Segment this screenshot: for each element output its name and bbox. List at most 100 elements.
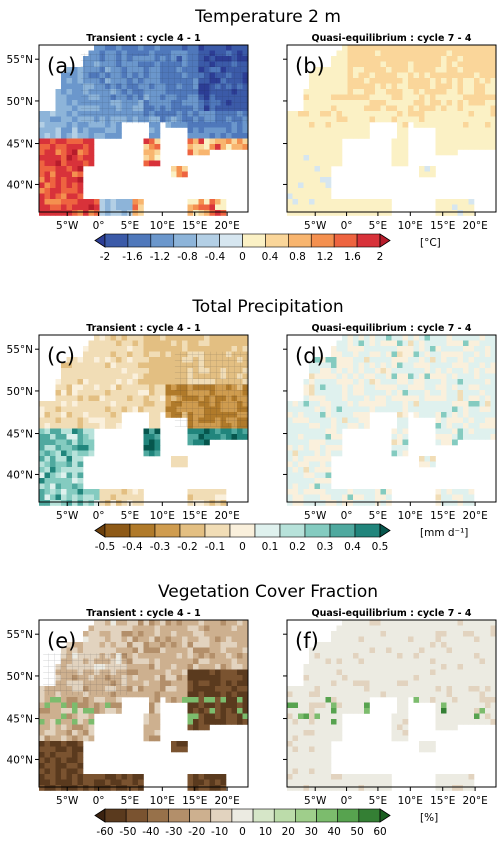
heatmap-cell [215, 675, 221, 681]
heatmap-cell [353, 697, 359, 703]
heatmap-cell [402, 357, 409, 363]
heatmap-cell [369, 384, 376, 391]
heatmap-cell [88, 351, 95, 358]
heatmap-cell [198, 133, 205, 139]
heatmap-cell [220, 631, 227, 637]
heatmap-cell [413, 406, 420, 413]
heatmap-cell [325, 428, 332, 435]
heatmap-cell [358, 647, 365, 654]
heatmap-cell [94, 199, 100, 205]
heatmap-cell [171, 675, 177, 681]
heatmap-cell [193, 664, 199, 670]
heatmap-cell [237, 697, 243, 703]
heatmap-cell [325, 67, 332, 73]
heatmap-cell [143, 351, 150, 358]
heatmap-cell [364, 116, 370, 123]
heatmap-cell [485, 412, 491, 418]
heatmap-cell [336, 210, 343, 216]
heatmap-cell [116, 127, 122, 134]
heatmap-cell [72, 177, 78, 183]
heatmap-cell [61, 434, 67, 440]
heatmap-cell [347, 785, 354, 791]
heatmap-cell [325, 105, 332, 112]
heatmap-cell [55, 193, 62, 200]
heatmap-cell [391, 340, 398, 347]
heatmap-cell [446, 56, 453, 62]
heatmap-cell [490, 105, 497, 112]
heatmap-cell [143, 724, 150, 731]
heatmap-cell [83, 384, 89, 391]
heatmap-cell [402, 423, 409, 429]
heatmap-cell [187, 340, 194, 347]
heatmap-cell [215, 702, 221, 709]
heatmap-cell [446, 428, 453, 435]
heatmap-cell [408, 395, 414, 402]
heatmap-cell [474, 127, 480, 134]
heatmap-cell [72, 171, 78, 178]
heatmap-cell [143, 631, 150, 637]
heatmap-cell [110, 423, 117, 429]
lon-tick-label: 15°E [430, 795, 455, 807]
heatmap-cell [386, 50, 392, 57]
heatmap-cell [154, 647, 161, 654]
heatmap-cell [342, 395, 348, 402]
heatmap-cell [231, 642, 238, 648]
heatmap-cell [226, 653, 232, 659]
heatmap-cell [99, 373, 106, 380]
heatmap-cell [424, 456, 431, 462]
heatmap-cell [479, 116, 486, 123]
heatmap-cell [138, 774, 144, 780]
heatmap-cell [50, 122, 56, 128]
heatmap-cell [83, 155, 89, 161]
heatmap-cell [209, 719, 216, 725]
heatmap-cell [402, 450, 409, 457]
heatmap-cell [369, 100, 376, 106]
heatmap-cell [99, 384, 106, 391]
heatmap-cell [44, 122, 51, 128]
heatmap-cell [83, 210, 89, 216]
heatmap-cell [292, 735, 299, 742]
heatmap-cell [369, 56, 376, 62]
heatmap-cell [336, 357, 343, 363]
heatmap-cell [165, 669, 172, 676]
heatmap-cell [77, 467, 84, 473]
heatmap-cell [309, 428, 315, 435]
heatmap-cell [72, 763, 78, 769]
heatmap-cell [160, 686, 166, 692]
heatmap-cell [309, 669, 315, 676]
heatmap-cell [154, 680, 161, 687]
heatmap-cell [441, 647, 447, 654]
heatmap-cell [143, 138, 150, 145]
heatmap-cell [143, 45, 150, 51]
heatmap-cell [358, 50, 365, 57]
heatmap-cell [77, 735, 84, 742]
heatmap-cell [446, 373, 453, 380]
heatmap-cell [226, 45, 232, 51]
heatmap-cell [386, 779, 392, 786]
heatmap-cell [143, 340, 150, 347]
heatmap-cell [386, 401, 392, 407]
heatmap-cell [209, 489, 216, 495]
heatmap-cell [138, 45, 144, 51]
heatmap-cell [446, 67, 453, 73]
heatmap-cell [88, 406, 95, 413]
heatmap-cell [391, 647, 398, 654]
heatmap-cell [364, 395, 370, 402]
heatmap-cell [193, 691, 199, 698]
heatmap-cell [320, 171, 326, 178]
heatmap-cell [468, 61, 475, 68]
heatmap-cell [325, 83, 332, 90]
heatmap-cell [39, 494, 45, 501]
heatmap-cell [149, 724, 155, 731]
heatmap-cell [298, 210, 304, 216]
heatmap-cell [336, 78, 343, 84]
heatmap-cell [204, 199, 210, 205]
heatmap-cell [430, 647, 436, 654]
heatmap-cell [347, 647, 354, 654]
heatmap-cell [154, 625, 161, 632]
heatmap-cell [298, 774, 304, 780]
heatmap-cell [320, 127, 326, 134]
heatmap-cell [287, 768, 293, 775]
heatmap-cell [309, 779, 315, 786]
heatmap-cell [298, 450, 304, 457]
